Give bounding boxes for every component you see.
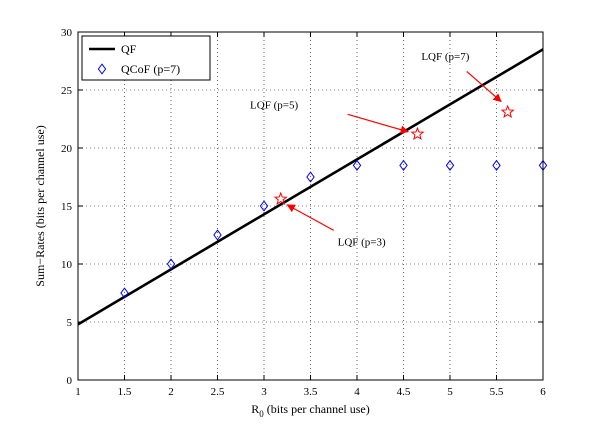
qcof-point — [445, 159, 455, 172]
qcof-point — [259, 200, 269, 212]
legend: QF QCoF (p=7) — [81, 35, 211, 81]
grid — [78, 32, 543, 380]
x-tick-label: 5.5 — [490, 386, 504, 398]
qcof-point — [166, 258, 176, 270]
annotation-arrow — [466, 70, 502, 103]
x-tick-label: 6 — [540, 386, 546, 398]
qcof-point — [213, 229, 222, 241]
y-tick-label: 5 — [67, 317, 73, 329]
annotation-label: LQF (p=5) — [250, 100, 298, 112]
annotation-label: LQF (p=3) — [338, 236, 386, 248]
annotation-label: LQF (p=7) — [421, 51, 469, 63]
y-tick-label: 30 — [61, 27, 73, 39]
legend-swatch-qcof — [97, 63, 107, 75]
lqf-star-point — [500, 104, 515, 118]
x-tick-label: 4 — [354, 386, 360, 398]
qcof-point — [399, 159, 408, 172]
x-axis-title: R0 (bits per channel use) — [251, 402, 369, 419]
x-tick-label: 2.5 — [211, 386, 225, 398]
x-tick-label: 4.5 — [397, 386, 411, 398]
legend-label: QCoF (p=7) — [121, 62, 180, 76]
qcof-point — [352, 159, 362, 172]
qcof-point — [492, 159, 501, 172]
x-tick-label: 3 — [261, 386, 267, 398]
ticks: 1 1.5 2 2.5 3 3.5 4 4.5 5 5.5 6 0 5 10 15 20 25 30 — [61, 27, 546, 398]
x-tick-label: 5 — [447, 386, 453, 398]
x-tick-label: 1.5 — [118, 386, 132, 398]
qcof-point — [120, 287, 129, 299]
y-tick-label: 0 — [67, 375, 73, 387]
y-tick-label: 25 — [61, 85, 73, 97]
series — [77, 48, 548, 326]
lqf-star-point — [410, 126, 425, 141]
annotations: LQF (p=3) LQF (p=5) LQF (p=7) — [250, 51, 502, 248]
qf-line — [77, 48, 544, 326]
lqf-star-point — [273, 191, 288, 205]
y-tick-label: 20 — [61, 143, 73, 155]
x-tick-label: 2 — [168, 386, 174, 398]
x-tick-label: 1 — [75, 386, 81, 398]
y-axis-title: Sum−Rates (bits per channel use) — [33, 125, 47, 286]
x-tick-label: 3.5 — [304, 386, 318, 398]
y-tick-label: 10 — [61, 259, 73, 271]
legend-label: QF — [121, 42, 137, 56]
y-tick-label: 15 — [61, 201, 73, 213]
qcof-point — [306, 171, 315, 183]
annotation-arrow — [286, 204, 335, 231]
annotation-arrow — [347, 113, 409, 134]
